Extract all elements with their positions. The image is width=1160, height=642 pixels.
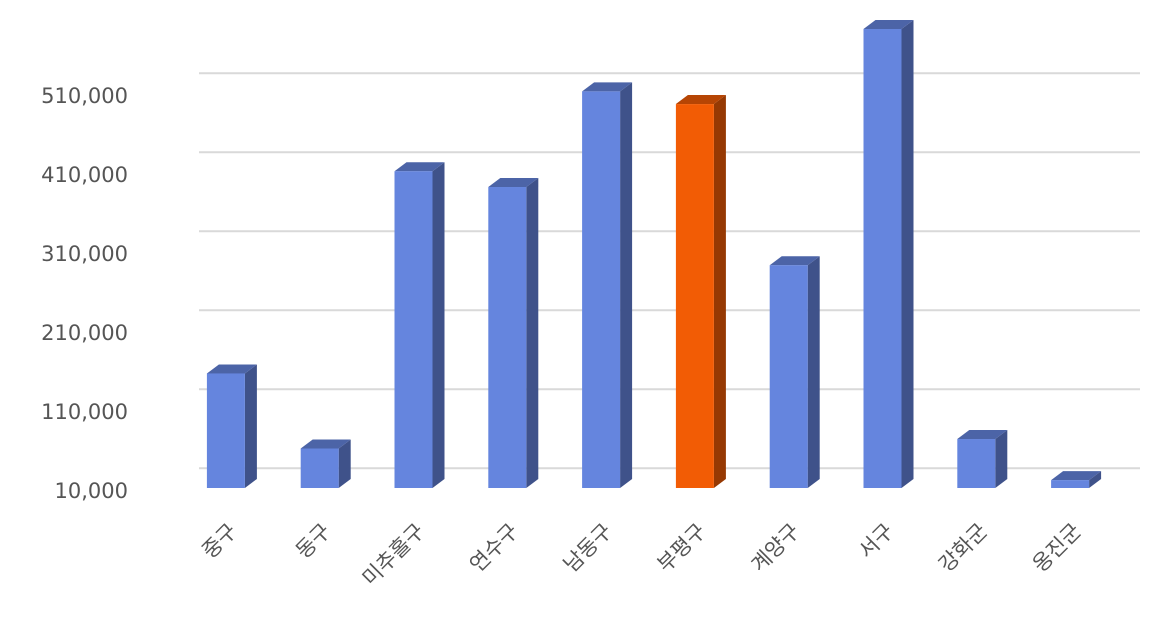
bar-front bbox=[582, 91, 621, 489]
bar-top bbox=[394, 162, 445, 172]
bar-front bbox=[488, 187, 527, 488]
y-tick-label: 210,000 bbox=[41, 321, 128, 345]
bar-side bbox=[713, 95, 726, 488]
x-tick-label: 남동구 bbox=[559, 519, 617, 577]
bar-front bbox=[394, 171, 433, 488]
bar-front bbox=[769, 265, 808, 488]
y-tick-label: 10,000 bbox=[55, 479, 128, 503]
bar-side bbox=[995, 430, 1008, 488]
x-tick-label: 부평구 bbox=[653, 519, 711, 577]
bar-top bbox=[675, 95, 726, 105]
bar-side bbox=[901, 20, 914, 488]
bar-front bbox=[675, 104, 714, 488]
bar-top bbox=[488, 178, 539, 188]
bar bbox=[957, 430, 1008, 488]
bar bbox=[1051, 471, 1102, 488]
bar-top bbox=[1051, 471, 1102, 481]
bar-top bbox=[300, 439, 351, 449]
bar bbox=[863, 20, 914, 488]
bar-front bbox=[1051, 480, 1090, 488]
bar-top bbox=[863, 20, 914, 30]
y-tick-label: 410,000 bbox=[41, 163, 128, 187]
bar-front bbox=[957, 439, 996, 488]
y-tick-label: 310,000 bbox=[41, 242, 128, 266]
bar-side bbox=[526, 178, 539, 488]
bar bbox=[675, 95, 726, 488]
bar bbox=[206, 364, 257, 488]
bar-side bbox=[1089, 471, 1102, 488]
bar bbox=[394, 162, 445, 488]
bar bbox=[769, 256, 820, 488]
bar-side bbox=[432, 162, 445, 488]
bar-front bbox=[863, 29, 902, 488]
bar-side bbox=[620, 82, 633, 489]
bar-top bbox=[582, 82, 633, 92]
bar bbox=[488, 178, 539, 488]
x-tick-label: 동구 bbox=[291, 519, 335, 563]
bar-side bbox=[807, 256, 820, 488]
x-tick-label: 계양구 bbox=[747, 519, 805, 577]
y-tick-label: 510,000 bbox=[41, 84, 128, 108]
bar-side bbox=[244, 364, 257, 488]
bar-front bbox=[206, 373, 245, 488]
x-tick-label: 옹진군 bbox=[1028, 519, 1086, 577]
bar bbox=[582, 82, 633, 489]
x-tick-label: 미추홀구 bbox=[358, 519, 430, 591]
bar-side bbox=[338, 439, 351, 488]
x-tick-label: 연수구 bbox=[465, 519, 523, 577]
bar-top bbox=[769, 256, 820, 266]
bar-front bbox=[300, 448, 339, 488]
bar bbox=[300, 439, 351, 488]
y-tick-label: 110,000 bbox=[41, 400, 128, 424]
x-tick-label: 강화군 bbox=[934, 519, 992, 577]
x-tick-label: 중구 bbox=[197, 519, 241, 563]
bar-top bbox=[957, 430, 1008, 440]
bar-top bbox=[206, 364, 257, 374]
x-tick-label: 서구 bbox=[854, 519, 898, 563]
